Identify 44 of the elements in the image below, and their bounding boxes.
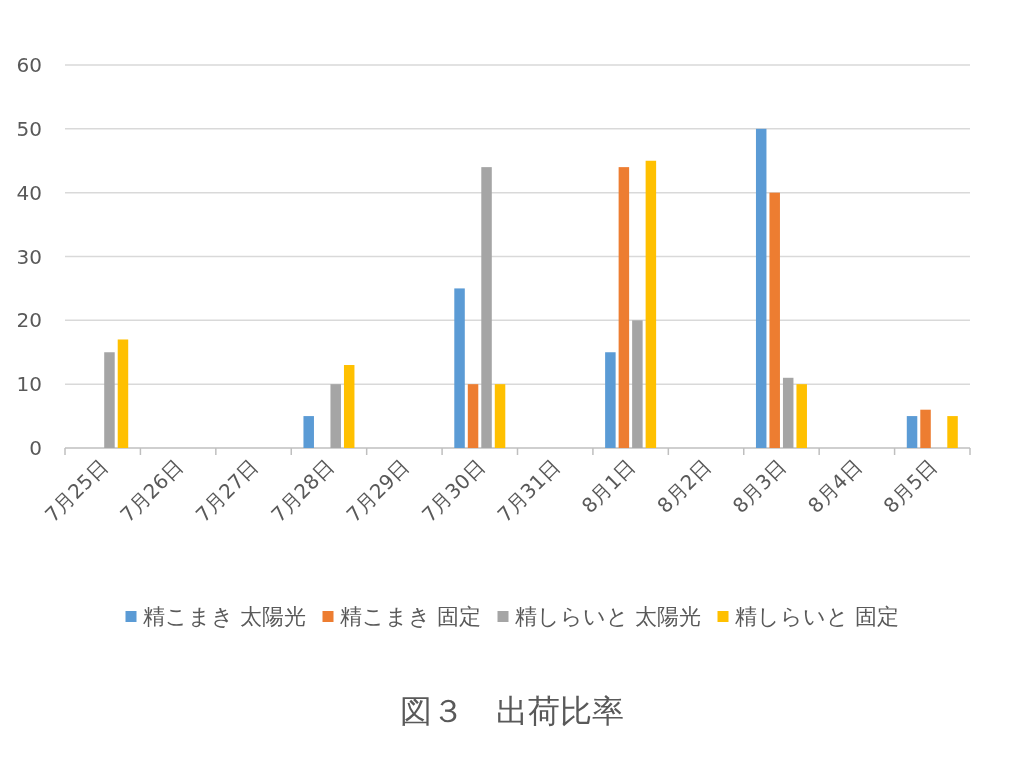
- bar: [920, 409, 931, 448]
- x-tick-label: 7月26日: [115, 454, 188, 527]
- bar: [796, 384, 807, 448]
- bar: [755, 128, 767, 448]
- x-tick-label: 8月1日: [576, 454, 641, 518]
- bar: [454, 288, 465, 448]
- x-tick-label: 8月4日: [803, 454, 867, 518]
- y-tick-label: 20: [16, 308, 42, 333]
- bar: [494, 384, 506, 448]
- legend-label: 精こまき 固定: [339, 604, 482, 629]
- x-tick-label: 7月27日: [190, 454, 264, 527]
- bar: [117, 339, 129, 448]
- bar: [343, 365, 355, 448]
- legend-label: 精しらいと 太陽光: [514, 604, 702, 629]
- bar: [769, 192, 780, 448]
- legend-label: 精しらいと 固定: [734, 604, 900, 629]
- bar: [467, 384, 479, 448]
- x-tick-label: 7月30日: [417, 454, 490, 527]
- bar: [947, 416, 958, 448]
- bar: [104, 352, 115, 448]
- bar: [632, 320, 643, 448]
- y-tick-label: 40: [16, 180, 42, 205]
- x-tick-label: 7月31日: [492, 454, 565, 527]
- bar: [906, 416, 918, 448]
- x-tick-label: 8月5日: [878, 454, 942, 518]
- y-tick-label: 50: [16, 116, 42, 141]
- text: 図３ 出荷比率: [400, 692, 624, 730]
- y-tick-label: 30: [16, 244, 42, 269]
- bar: [618, 167, 630, 448]
- bar: [782, 377, 794, 448]
- x-tick-label: 8月3日: [727, 454, 791, 518]
- x-tick-label: 7月29日: [341, 454, 414, 527]
- bar: [330, 384, 341, 448]
- y-tick-label: 10: [16, 372, 42, 397]
- bar: [645, 160, 657, 448]
- y-tick-label: 60: [16, 53, 42, 77]
- bar: [605, 352, 616, 448]
- bar: [303, 416, 314, 448]
- legend-label: 精こまき 太陽光: [142, 604, 307, 629]
- bar: [481, 167, 492, 448]
- x-tick-label: 7月25日: [39, 454, 113, 527]
- x-tick-label: 8月2日: [652, 454, 716, 518]
- x-tick-label: 7月28日: [266, 454, 339, 527]
- y-tick-label: 0: [29, 436, 42, 460]
